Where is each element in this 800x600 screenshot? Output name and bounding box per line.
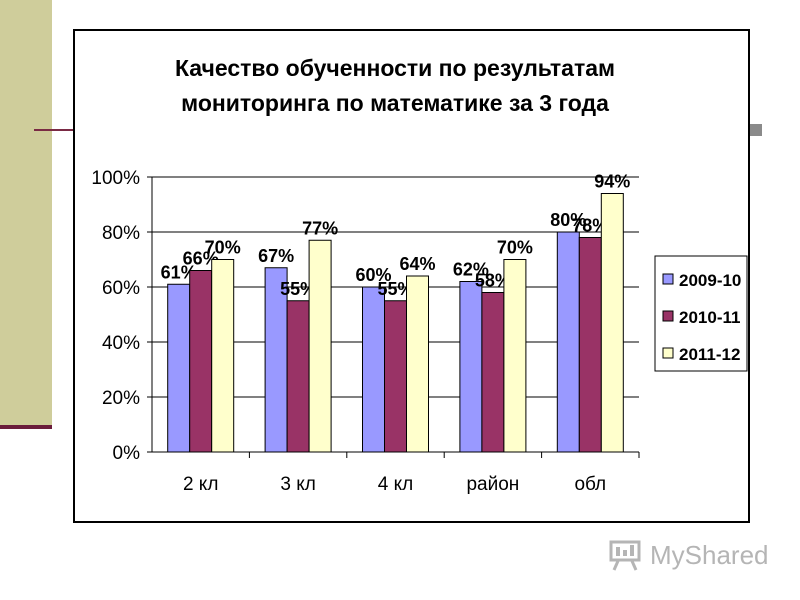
data-label: 94% xyxy=(594,172,630,192)
data-label: 66% xyxy=(183,249,219,269)
chart-title-line-2: мониторинга по математике за 3 года xyxy=(181,90,609,116)
bar xyxy=(384,300,407,453)
data-label: 62% xyxy=(453,260,489,280)
x-tick-label: 4 кл xyxy=(378,474,413,495)
x-tick-label: обл xyxy=(574,474,606,495)
data-label: 80% xyxy=(550,210,586,230)
chart-frame: Качество обученности по результатам мони… xyxy=(73,29,750,523)
y-tick-label: 60% xyxy=(102,278,140,299)
y-tick-label: 0% xyxy=(113,443,141,464)
x-tick-label: район xyxy=(466,474,519,495)
legend-label: 2011-12 xyxy=(679,345,740,364)
presentation-board-icon xyxy=(609,540,641,571)
x-tick-label: 3 кл xyxy=(280,474,315,495)
y-tick-label: 20% xyxy=(102,388,140,409)
data-label: 77% xyxy=(302,218,338,238)
bar xyxy=(406,275,429,453)
y-tick-label: 40% xyxy=(102,333,140,354)
data-label: 60% xyxy=(355,265,391,285)
data-label: 64% xyxy=(399,254,435,274)
bar xyxy=(362,286,385,453)
bar xyxy=(600,193,624,453)
legend-label: 2009-10 xyxy=(679,271,741,290)
data-label: 78% xyxy=(572,216,608,236)
legend-swatch xyxy=(662,273,674,285)
data-label: 61% xyxy=(161,262,197,282)
data-label: 55% xyxy=(280,279,316,299)
bar xyxy=(556,231,580,453)
chart-title-line-1: Качество обученности по результатам xyxy=(174,55,616,81)
data-label: 70% xyxy=(497,238,533,258)
bar xyxy=(481,292,505,453)
y-tick-label: 100% xyxy=(91,168,140,189)
bar xyxy=(308,239,332,453)
chart-title: Качество обученности по результатам мони… xyxy=(75,51,715,121)
left-decor-line xyxy=(0,425,52,429)
legend-label: 2010-11 xyxy=(679,308,740,327)
data-label: 55% xyxy=(377,279,413,299)
data-label: 70% xyxy=(205,238,241,258)
data-label: 67% xyxy=(258,246,294,266)
bar xyxy=(211,259,235,453)
bar xyxy=(503,259,527,453)
bar xyxy=(189,270,213,453)
legend-swatch xyxy=(662,310,674,322)
left-decor-band xyxy=(0,0,52,428)
x-tick-label: 2 кл xyxy=(183,474,218,495)
watermark-text: MyShared xyxy=(650,539,769,570)
legend-swatch xyxy=(662,347,674,359)
watermark-logo: MyShared xyxy=(608,537,769,573)
bar xyxy=(578,237,602,453)
slide-rule-left xyxy=(34,129,74,131)
data-label: 58% xyxy=(475,271,511,291)
bar xyxy=(167,283,191,453)
slide-rule-right xyxy=(750,124,762,136)
bar xyxy=(286,300,310,453)
y-tick-label: 80% xyxy=(102,223,140,244)
bar xyxy=(459,281,483,453)
